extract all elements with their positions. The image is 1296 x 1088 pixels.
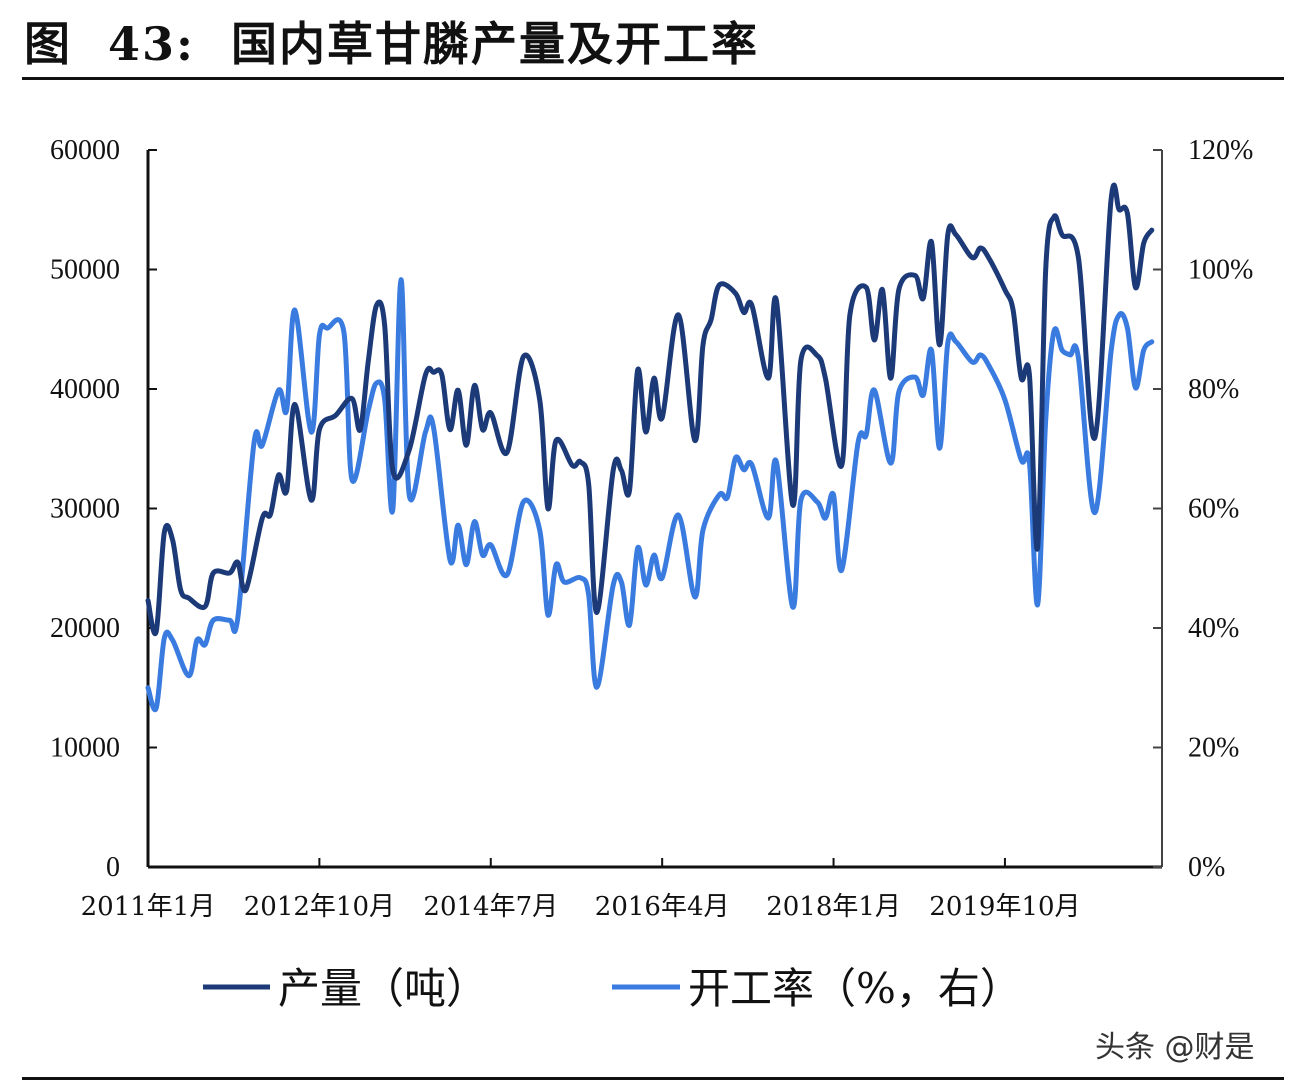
left-tick-label: 30000 xyxy=(50,494,120,525)
legend-label-rate: 开工率（%，右） xyxy=(688,964,1022,1013)
figure-title: 图 43: 国内草甘膦产量及开工率 xyxy=(24,17,760,71)
right-tick-label: 20% xyxy=(1188,733,1239,764)
left-tick-label: 10000 xyxy=(50,733,120,764)
right-tick-label: 80% xyxy=(1188,374,1239,405)
right-tick-label: 100% xyxy=(1188,255,1253,286)
series-line-rate xyxy=(145,277,1155,713)
left-tick-label: 40000 xyxy=(50,374,120,405)
left-tick-label: 20000 xyxy=(50,613,120,644)
right-tick-label: 60% xyxy=(1188,494,1239,525)
left-tick-label: 60000 xyxy=(50,135,120,166)
left-tick-label: 0 xyxy=(106,852,120,883)
left-tick-label: 50000 xyxy=(50,255,120,286)
legend-label-production: 产量（吨） xyxy=(278,964,488,1013)
x-tick-label: 2019年10月 xyxy=(929,892,1080,922)
x-tick-label: 2014年7月 xyxy=(423,892,558,922)
watermark: 头条 @财是 xyxy=(1095,1030,1255,1065)
top-rule xyxy=(22,77,1284,80)
right-tick-label: 0% xyxy=(1188,852,1225,883)
x-tick-label: 2016年4月 xyxy=(595,892,730,922)
right-tick-label: 40% xyxy=(1188,613,1239,644)
bottom-rule xyxy=(22,1077,1284,1080)
series-line-production xyxy=(145,182,1155,637)
x-tick-label: 2012年10月 xyxy=(244,892,395,922)
right-tick-label: 120% xyxy=(1188,135,1253,166)
x-tick-label: 2018年1月 xyxy=(766,892,901,922)
x-tick-label: 2011年1月 xyxy=(81,892,216,922)
